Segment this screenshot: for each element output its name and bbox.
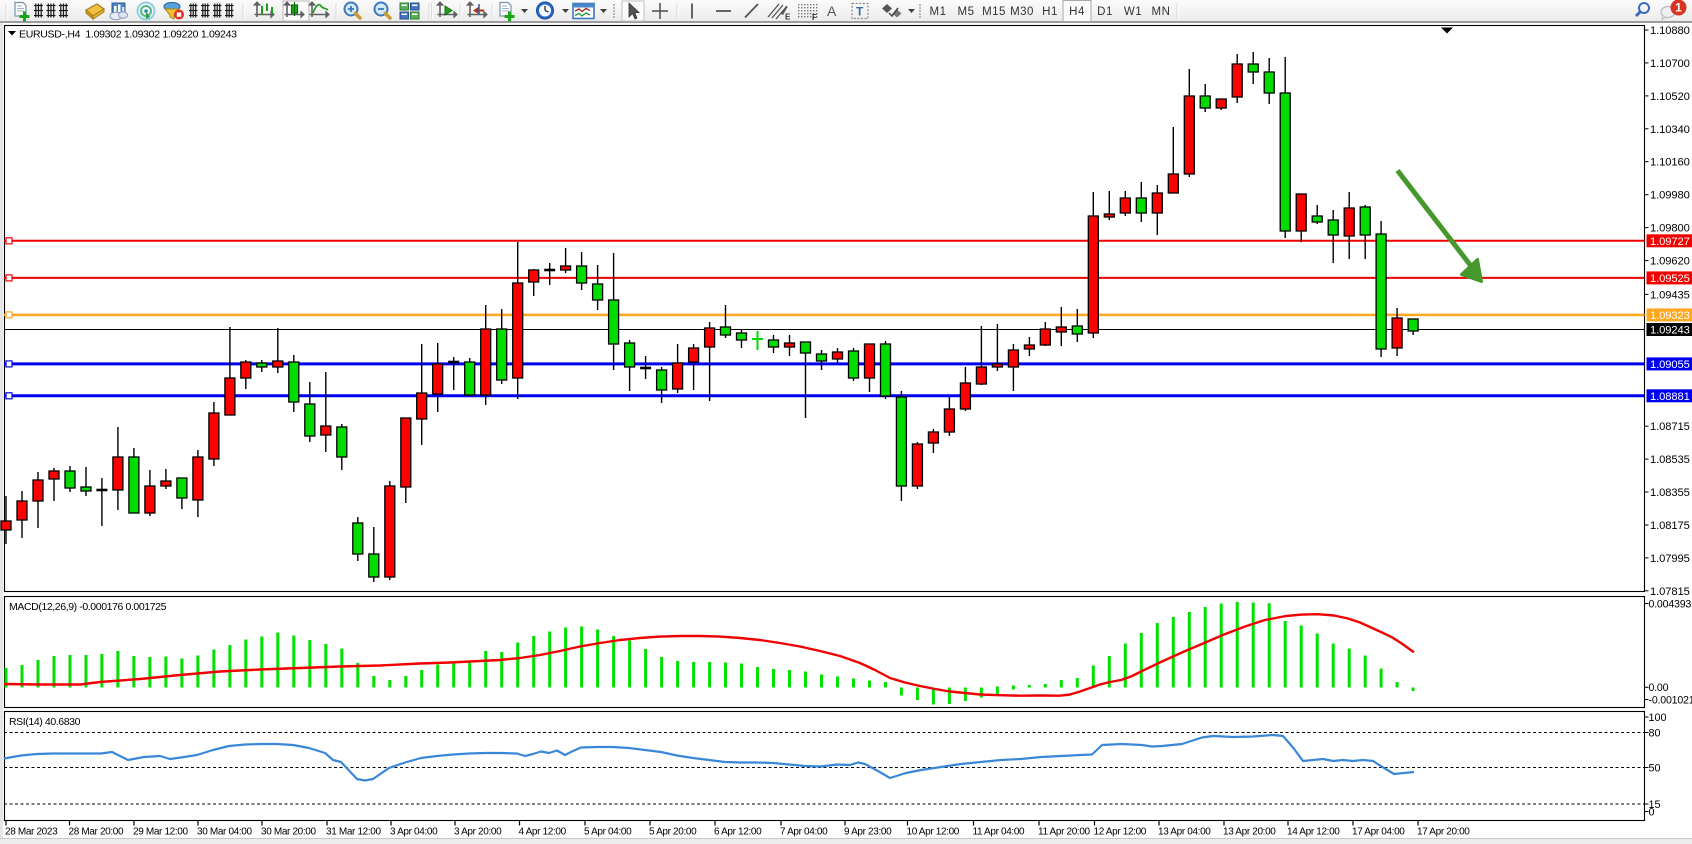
svg-text:MN: MN [1152, 6, 1171, 18]
svg-text:1.08881: 1.08881 [1650, 391, 1690, 403]
svg-text:M5: M5 [958, 6, 975, 18]
svg-text:1.09980: 1.09980 [1650, 190, 1690, 202]
svg-text:30 Mar 04:00: 30 Mar 04:00 [197, 827, 253, 838]
svg-text:1.09800: 1.09800 [1650, 223, 1690, 235]
svg-text:1.09055: 1.09055 [1650, 359, 1690, 371]
svg-text:30 Mar 20:00: 30 Mar 20:00 [261, 827, 317, 838]
svg-text:17 Apr 20:00: 17 Apr 20:00 [1417, 827, 1470, 838]
svg-text:6 Apr 12:00: 6 Apr 12:00 [714, 827, 762, 838]
svg-text:1.08715: 1.08715 [1650, 421, 1690, 433]
svg-text:H1: H1 [1042, 6, 1058, 18]
svg-text:1.08355: 1.08355 [1650, 487, 1690, 499]
svg-text:3 Apr 20:00: 3 Apr 20:00 [454, 827, 502, 838]
svg-text:M15: M15 [982, 6, 1006, 18]
svg-text:EURUSD-,H4 1.09302 1.09302 1.: EURUSD-,H4 1.09302 1.09302 1.09220 1.092… [19, 29, 237, 41]
svg-text:11 Apr 04:00: 11 Apr 04:00 [973, 827, 1026, 838]
svg-text:12 Apr 12:00: 12 Apr 12:00 [1094, 827, 1147, 838]
svg-text:14 Apr 12:00: 14 Apr 12:00 [1287, 827, 1340, 838]
svg-text:1.10520: 1.10520 [1650, 91, 1690, 103]
svg-text:1.09727: 1.09727 [1650, 236, 1690, 248]
svg-text:1.09525: 1.09525 [1650, 273, 1690, 285]
svg-text:1.10880: 1.10880 [1650, 25, 1690, 37]
svg-text:D1: D1 [1097, 6, 1113, 18]
svg-text:1.08175: 1.08175 [1650, 520, 1690, 532]
svg-text:RSI(14) 40.6830: RSI(14) 40.6830 [9, 716, 81, 728]
svg-text:10 Apr 12:00: 10 Apr 12:00 [907, 827, 960, 838]
svg-text:1.08535: 1.08535 [1650, 454, 1690, 466]
svg-text:H4: H4 [1069, 6, 1085, 18]
svg-text:1.10340: 1.10340 [1650, 124, 1690, 136]
svg-text:50: 50 [1649, 762, 1661, 774]
svg-text:11 Apr 20:00: 11 Apr 20:00 [1038, 827, 1091, 838]
svg-text:1: 1 [1675, 1, 1682, 15]
svg-text:28 Mar 20:00: 28 Mar 20:00 [69, 827, 125, 838]
svg-text:31 Mar 12:00: 31 Mar 12:00 [326, 827, 382, 838]
svg-text:W1: W1 [1124, 6, 1142, 18]
svg-text:0.004393: 0.004393 [1649, 598, 1692, 610]
svg-text:29 Mar 12:00: 29 Mar 12:00 [133, 827, 189, 838]
svg-text:13 Apr 20:00: 13 Apr 20:00 [1223, 827, 1276, 838]
svg-text:M1: M1 [930, 6, 947, 18]
svg-text:F: F [812, 13, 817, 22]
svg-text:100: 100 [1649, 712, 1667, 724]
svg-text:T: T [856, 5, 864, 19]
svg-text:1.09620: 1.09620 [1650, 256, 1690, 268]
svg-text:3 Apr 04:00: 3 Apr 04:00 [390, 827, 438, 838]
svg-text:0.00: 0.00 [1649, 682, 1669, 694]
svg-text:E: E [785, 13, 791, 22]
svg-text:9 Apr 23:00: 9 Apr 23:00 [844, 827, 892, 838]
svg-text:M30: M30 [1010, 6, 1034, 18]
svg-text:1.09323: 1.09323 [1650, 310, 1690, 322]
svg-text:-0.001021: -0.001021 [1649, 694, 1692, 706]
svg-text:MACD(12,26,9) -0.000176 0.0017: MACD(12,26,9) -0.000176 0.001725 [9, 601, 167, 613]
svg-text:7 Apr 04:00: 7 Apr 04:00 [780, 827, 828, 838]
svg-text:80: 80 [1649, 727, 1661, 739]
svg-text:28 Mar 2023: 28 Mar 2023 [5, 827, 58, 838]
svg-text:1.10160: 1.10160 [1650, 157, 1690, 169]
svg-text:1.10700: 1.10700 [1650, 58, 1690, 70]
svg-text:1.09435: 1.09435 [1650, 289, 1690, 301]
svg-text:0: 0 [1649, 806, 1655, 818]
svg-text:A: A [827, 3, 837, 19]
svg-text:13 Apr 04:00: 13 Apr 04:00 [1158, 827, 1211, 838]
svg-text:5 Apr 04:00: 5 Apr 04:00 [584, 827, 632, 838]
svg-text:17 Apr 04:00: 17 Apr 04:00 [1352, 827, 1405, 838]
svg-text:15: 15 [1649, 799, 1661, 811]
svg-text:1.07815: 1.07815 [1650, 586, 1690, 598]
svg-text:1.07995: 1.07995 [1650, 553, 1690, 565]
svg-text:5 Apr 20:00: 5 Apr 20:00 [649, 827, 697, 838]
svg-text:4 Apr 12:00: 4 Apr 12:00 [519, 827, 567, 838]
svg-text:1.09243: 1.09243 [1650, 325, 1690, 337]
